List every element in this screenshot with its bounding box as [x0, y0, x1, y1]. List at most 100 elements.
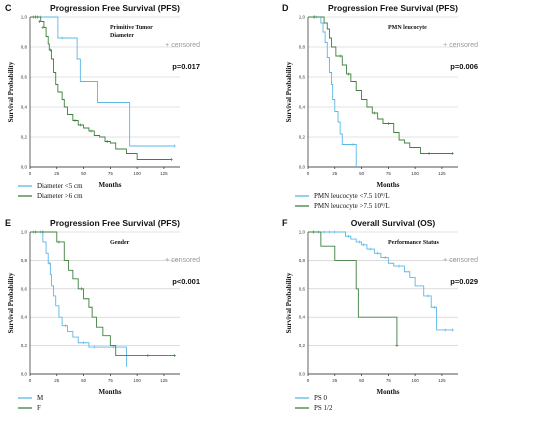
- legend-label: PS 1/2: [314, 404, 333, 412]
- censor-mark: [146, 354, 150, 358]
- y-tick-label: 0,2: [299, 343, 306, 348]
- y-tick-label: 1,0: [21, 230, 28, 235]
- x-tick-label: 125: [160, 378, 168, 383]
- variable-label: Primitive Tumor: [110, 25, 153, 31]
- censor-mark: [36, 15, 39, 19]
- y-tick-label: 1,0: [299, 230, 306, 235]
- x-axis-label: Months: [377, 388, 400, 396]
- y-tick-label: 0,4: [299, 315, 306, 320]
- p-value: p=0.029: [450, 277, 478, 286]
- p-value: p=0.017: [172, 62, 200, 71]
- legend-label: F: [37, 404, 41, 412]
- x-axis-label: Months: [99, 181, 122, 189]
- censor-mark: [173, 144, 177, 148]
- km-panel-f: F Overall Survival (OS) 0,0 0,2 0,4 0,6 0,8 1,0…: [282, 218, 478, 412]
- censor-mark: [322, 230, 326, 234]
- y-tick-label: 0,8: [21, 258, 28, 263]
- series-line-1: [30, 231, 175, 356]
- x-tick-label: 0: [307, 378, 310, 383]
- x-tick-label: 0: [29, 378, 32, 383]
- series-line-1: [30, 16, 172, 160]
- x-tick-label: 50: [81, 378, 87, 383]
- y-tick-label: 0,4: [21, 315, 28, 320]
- y-tick-label: 0,2: [21, 135, 28, 140]
- censor-mark: [333, 230, 337, 234]
- censor-mark: [427, 152, 431, 155]
- y-tick-label: 0,8: [299, 258, 306, 263]
- y-tick-label: 1,0: [299, 15, 306, 20]
- variable-label: Performance Status: [388, 240, 439, 246]
- y-tick-label: 0,2: [299, 135, 306, 140]
- y-tick-label: 0,0: [299, 165, 306, 170]
- variable-label: Gender: [110, 240, 130, 246]
- km-panel-e: E Progression Free Survival (PFS) 0,0 0,2 0,…: [5, 218, 200, 412]
- censor-mark: [105, 140, 109, 143]
- x-tick-label: 25: [54, 171, 60, 176]
- censor-mark: [38, 20, 42, 23]
- variable-label: PMN leucocyte: [388, 25, 427, 31]
- chart-title: Progression Free Survival (PFS): [50, 218, 180, 228]
- censor-mark: [443, 328, 447, 332]
- x-tick-label: 0: [29, 171, 32, 176]
- y-tick-label: 0,6: [21, 286, 28, 291]
- x-tick-label: 100: [133, 171, 141, 176]
- censor-mark: [63, 324, 67, 328]
- y-axis-label: Survival Probability: [7, 272, 15, 333]
- x-tick-label: 100: [411, 378, 419, 383]
- x-tick-label: 75: [386, 378, 392, 383]
- series-line-1: [308, 231, 398, 346]
- legend-label: PS 0: [314, 394, 328, 402]
- x-tick-label: 75: [108, 378, 114, 383]
- x-tick-label: 25: [54, 378, 60, 383]
- legend-label: Diameter >6 cm: [37, 192, 83, 200]
- censor-mark: [362, 243, 366, 247]
- censor-mark: [451, 152, 455, 155]
- y-tick-label: 0,0: [299, 372, 306, 377]
- censor-mark: [426, 294, 430, 298]
- censor-mark: [33, 230, 37, 234]
- y-tick-label: 0,8: [21, 45, 28, 50]
- variable-label: Diameter: [110, 33, 134, 39]
- legend-label: PMN leucocyte <7.5 10⁹/L: [314, 192, 390, 200]
- censor-mark: [395, 344, 399, 348]
- y-tick-label: 0,6: [299, 286, 306, 291]
- y-tick-label: 0,0: [21, 372, 28, 377]
- chart-title: Progression Free Survival (PFS): [50, 3, 180, 13]
- censor-mark: [432, 305, 436, 309]
- x-tick-label: 25: [332, 171, 338, 176]
- p-value: p=0.006: [450, 62, 478, 71]
- series-line-0: [30, 16, 175, 147]
- legend-label: Diameter <5 cm: [37, 182, 83, 190]
- x-tick-label: 25: [332, 378, 338, 383]
- series-line-0: [308, 16, 357, 167]
- y-tick-label: 1,0: [21, 15, 28, 20]
- x-axis-label: Months: [99, 388, 122, 396]
- y-axis-label: Survival Probability: [7, 61, 15, 122]
- censor-mark: [41, 230, 45, 234]
- x-tick-label: 125: [438, 378, 446, 383]
- chart-title: Overall Survival (OS): [351, 218, 436, 228]
- censor-mark: [368, 247, 372, 251]
- y-tick-label: 0,6: [299, 75, 306, 80]
- censored-note: + censored: [443, 42, 478, 49]
- legend-label: M: [37, 394, 44, 402]
- censor-mark: [338, 54, 342, 58]
- censor-mark: [89, 129, 93, 133]
- censored-note: + censored: [443, 257, 478, 264]
- censored-note: + censored: [165, 257, 200, 264]
- y-tick-label: 0,4: [21, 105, 28, 110]
- censor-mark: [173, 354, 177, 358]
- x-axis-label: Months: [377, 181, 400, 189]
- km-panel-c: C Progression Free Survival (PFS) 0,0 0,2 0,…: [5, 3, 200, 200]
- censor-mark: [347, 72, 351, 76]
- censor-mark: [312, 15, 316, 19]
- panel-letter: C: [5, 3, 12, 13]
- km-panel-d: D Progression Free Survival (PFS) 0,0 0,2 0,…: [282, 3, 478, 210]
- censor-mark: [60, 36, 64, 40]
- censor-mark: [73, 119, 77, 122]
- x-tick-label: 125: [438, 171, 446, 176]
- series-line-1: [308, 16, 453, 154]
- censor-mark: [347, 234, 351, 238]
- legend-label: PMN leucocyte >7.5 10⁹/L: [314, 202, 390, 210]
